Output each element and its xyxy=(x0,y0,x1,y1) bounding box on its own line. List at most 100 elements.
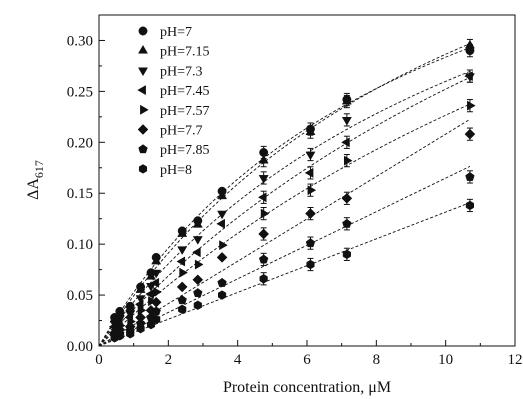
data-point xyxy=(146,270,156,280)
data-point xyxy=(193,300,202,310)
axis-ticks: 0 2 4 6 8 10 12 0.00 0.05 0.10 0.15 0.20 0.25 0.30 xyxy=(67,33,523,368)
legend-marker-8 xyxy=(138,164,148,174)
y-tick-label: 0.10 xyxy=(67,237,93,253)
data-point xyxy=(192,274,204,286)
legend-label-6: pH=7.7 xyxy=(160,124,203,139)
fit-line-series-5 xyxy=(98,103,471,347)
legend-marker-5 xyxy=(140,104,149,115)
legend-marker-3 xyxy=(138,67,148,77)
data-point xyxy=(465,200,474,211)
data-point xyxy=(304,167,314,178)
data-point xyxy=(192,219,203,228)
data-point xyxy=(216,218,225,229)
data-point xyxy=(151,255,162,265)
data-point xyxy=(217,190,228,200)
data-point xyxy=(146,283,156,292)
data-point xyxy=(307,185,317,196)
legend-marker-1 xyxy=(138,26,148,36)
y-tick-label: 0.30 xyxy=(67,33,93,49)
data-point xyxy=(343,155,353,166)
data-point xyxy=(178,304,187,315)
fit-line-series-1 xyxy=(98,47,471,347)
legend-marker-4 xyxy=(137,85,146,96)
data-point xyxy=(341,192,353,204)
legend-label-1: pH=7 xyxy=(160,25,192,40)
legend-marker-2 xyxy=(138,44,148,54)
fit-line-series-7 xyxy=(98,165,471,347)
data-point xyxy=(305,208,316,219)
legend-label-7: pH=7.85 xyxy=(160,143,210,158)
data-point xyxy=(150,277,160,288)
x-tick-label: 2 xyxy=(165,352,173,368)
fit-line-series-3 xyxy=(98,70,471,347)
data-point xyxy=(257,192,267,203)
y-tick-label: 0.00 xyxy=(67,339,93,355)
data-point xyxy=(115,331,124,341)
x-tick-label: 8 xyxy=(373,352,381,368)
y-tick-label: 0.15 xyxy=(67,186,93,202)
fit-lines xyxy=(98,43,471,347)
data-point xyxy=(136,323,145,334)
data-point xyxy=(341,95,352,105)
x-tick-label: 10 xyxy=(438,352,453,368)
y-tick-label: 0.25 xyxy=(67,84,93,100)
data-point xyxy=(192,236,203,245)
y-axis-title-subscript: 617 xyxy=(32,160,46,178)
data-point xyxy=(305,151,316,161)
data-point xyxy=(341,137,350,148)
data-point xyxy=(258,175,269,184)
data-point xyxy=(305,126,316,135)
x-tick-label: 4 xyxy=(234,352,242,368)
y-tick-label: 0.20 xyxy=(67,135,93,151)
data-point xyxy=(151,269,162,279)
data-point xyxy=(176,281,188,293)
data-point xyxy=(193,288,203,298)
legend-marker-6 xyxy=(137,124,149,135)
data-point xyxy=(342,249,351,260)
data-point xyxy=(176,256,186,267)
data-point xyxy=(194,259,204,270)
fit-line-series-8 xyxy=(98,202,471,347)
data-point xyxy=(216,251,228,263)
x-axis-title: Protein concentration, μM xyxy=(223,379,391,396)
data-point xyxy=(258,228,270,240)
data-point xyxy=(306,259,315,270)
fit-line-series-6 xyxy=(98,118,471,347)
legend-label-5: pH=7.57 xyxy=(160,104,210,119)
data-point xyxy=(137,305,147,316)
data-point xyxy=(217,277,227,287)
y-axis-title: ΔA617 xyxy=(25,160,46,200)
data-point xyxy=(258,254,269,264)
fit-line-series-4 xyxy=(98,77,471,347)
data-point xyxy=(135,295,146,304)
data-point xyxy=(305,238,316,248)
series-7-points xyxy=(109,170,475,340)
legend-label-8: pH=8 xyxy=(160,163,192,178)
data-point xyxy=(342,218,352,228)
data-point xyxy=(464,71,473,82)
data-point xyxy=(259,274,268,284)
y-axis-title-main: ΔA xyxy=(25,178,42,200)
data-point xyxy=(153,287,162,298)
data-markers xyxy=(108,38,476,343)
x-tick-label: 6 xyxy=(303,352,311,368)
data-point xyxy=(464,39,475,49)
data-point xyxy=(218,290,227,300)
data-point xyxy=(179,267,188,278)
data-point xyxy=(258,154,269,164)
legend-marker-7 xyxy=(138,144,148,154)
legend-label-2: pH=7.15 xyxy=(160,45,210,60)
x-tick-label: 0 xyxy=(95,352,103,368)
data-point xyxy=(126,329,135,339)
data-point xyxy=(341,117,352,126)
data-point xyxy=(217,210,228,220)
data-point xyxy=(177,228,188,237)
series-2-points xyxy=(109,38,475,323)
data-point xyxy=(135,284,146,293)
data-point xyxy=(192,247,201,258)
data-point xyxy=(177,246,188,255)
data-point xyxy=(177,295,187,305)
data-point xyxy=(260,208,270,219)
legend: pH=7 pH=7.15 pH=7.3 pH=7.45 pH=7.57 pH=7.7 pH=… xyxy=(137,25,210,178)
